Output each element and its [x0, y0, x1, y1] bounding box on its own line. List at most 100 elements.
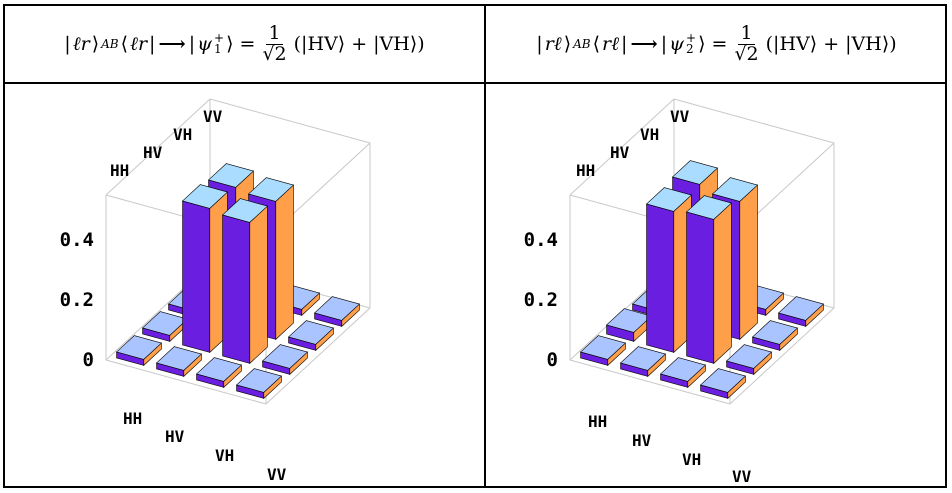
bar-top-face [287, 320, 335, 345]
back-axis-label: VH [640, 125, 659, 144]
psi-subscript: 2 [686, 42, 694, 56]
fraction-numerator: 1 [266, 21, 283, 45]
front-axis-label: VH [215, 446, 234, 465]
front-axis-label: VH [682, 450, 701, 469]
bar-VV-VH [659, 357, 707, 389]
fraction-denominator: √2 [734, 42, 759, 65]
psi-superscript: + [686, 31, 697, 46]
panel-1-header: | ℓr ⟩ AB ⟨ ℓr | ⟶ | ψ +1 ⟩ = 1 √2 (|HV⟩ + |VH⟩) [5, 6, 484, 82]
box-edge [569, 359, 731, 405]
bar-side-face [739, 184, 758, 341]
back-axis-label: HV [610, 143, 630, 162]
bar-top-face [685, 195, 733, 220]
density-matrix-chart-2: 0 0.2 0.4 HH HV VH VV HH HV VH VV [524, 98, 835, 486]
box-edge [729, 307, 835, 405]
box-edge [105, 98, 211, 196]
bar-side-face [275, 184, 294, 341]
bar-HH-VV [777, 296, 825, 328]
bar-VV-VV [699, 368, 747, 400]
bar-front-face [182, 200, 211, 353]
z-tick-label: 0.2 [524, 289, 558, 311]
bar-VV-VH [195, 357, 243, 389]
bra-label: rℓ [602, 32, 620, 55]
front-axis-label: VV [732, 467, 752, 486]
bar-VH-HV [645, 187, 693, 354]
state-sum: (|HV⟩ + |VH⟩) [765, 33, 897, 55]
back-axis-label: VH [173, 125, 192, 144]
bar-top-face [261, 344, 309, 369]
fraction-denominator: √2 [262, 42, 287, 65]
figure-table: | ℓr ⟩ AB ⟨ ℓr | ⟶ | ψ +1 ⟩ = 1 √2 (|HV⟩ + |VH⟩) | rℓ… [3, 4, 947, 488]
bar-VV-HV [155, 346, 203, 378]
bar-top-face [579, 335, 627, 360]
bar-top-face [207, 163, 255, 188]
z-tick-label: 0.4 [60, 229, 94, 251]
bar-VV-HH [579, 335, 627, 367]
bar-top-face [247, 177, 295, 202]
bar-top-face [195, 357, 243, 382]
bar-VH-VV [725, 344, 773, 376]
ket-subscript: AB [101, 37, 119, 51]
bar-VV-HH [115, 335, 163, 367]
state-sum: (|HV⟩ + |VH⟩) [293, 33, 425, 55]
bar-VH-VV [261, 344, 309, 376]
front-axis-label: HH [588, 412, 607, 431]
z-tick-label: 0 [547, 349, 558, 371]
box-edge [265, 307, 371, 405]
box-edge [105, 359, 267, 405]
psi-symbol: ψ [669, 33, 684, 55]
bar-front-face [222, 214, 251, 364]
front-axis-label: VV [267, 465, 287, 484]
psi-superscript: + [214, 31, 225, 46]
back-axis-label: HV [143, 143, 163, 162]
front-axis-label: HV [632, 431, 652, 450]
bar-VH-VH [685, 195, 733, 365]
bar-top-face [313, 296, 361, 321]
front-axis-label: HV [165, 427, 185, 446]
normalization-fraction: 1 √2 [732, 21, 760, 65]
bar-VH-HH [141, 311, 189, 343]
bars [115, 163, 361, 400]
normalization-fraction: 1 √2 [260, 21, 288, 65]
bar-VV-VV [235, 368, 283, 400]
row-divider [5, 82, 945, 84]
fraction-numerator: 1 [738, 21, 755, 45]
bar-top-face [141, 311, 189, 336]
bar-top-face [115, 335, 163, 360]
bar-top-face [619, 346, 667, 371]
ket-label: rℓ [544, 32, 562, 55]
bar-HV-VV [287, 320, 335, 352]
z-tick-label: 0 [83, 349, 94, 371]
psi-subscript: 1 [214, 42, 222, 56]
psi-symbol: ψ [197, 33, 212, 55]
bar-top-face [181, 184, 229, 209]
back-axis-label: VV [670, 107, 690, 126]
bra-label: ℓr [130, 32, 148, 55]
back-axis-label: VV [203, 107, 223, 126]
bar-VV-HV [619, 346, 667, 378]
back-axis-label: HH [110, 161, 129, 180]
z-tick-label: 0.4 [524, 229, 558, 251]
bar-top-face [725, 344, 773, 369]
bar-HH-VV [313, 296, 361, 328]
z-tick-label: 0.2 [60, 289, 94, 311]
bar-VH-VH [221, 198, 269, 365]
bar-front-face [646, 203, 675, 353]
panel-1-formula: | ℓr ⟩ AB ⟨ ℓr | ⟶ | ψ +1 ⟩ = 1 √2 (|HV⟩ + |VH⟩) [64, 21, 425, 65]
bar-top-face [777, 296, 825, 321]
front-axis-label: HH [123, 409, 142, 428]
box-edge [673, 98, 835, 144]
bar-top-face [751, 320, 799, 345]
bar-top-face [155, 346, 203, 371]
bar-top-face [235, 368, 283, 393]
arrow-icon: ⟶ [630, 33, 658, 55]
bar-side-face [713, 202, 732, 365]
bar-top-face [645, 187, 693, 212]
panel-2-formula: | rℓ ⟩ AB ⟨ rℓ | ⟶ | ψ +2 ⟩ = 1 √2 (|HV⟩ + |VH⟩) [536, 21, 897, 65]
density-matrix-chart-1: 0 0.2 0.4 HH HV VH VV HH HV VH VV [60, 98, 371, 484]
panel-2-header: | rℓ ⟩ AB ⟨ rℓ | ⟶ | ψ +2 ⟩ = 1 √2 (|HV⟩ + |VH⟩) [486, 6, 947, 82]
box-edge [209, 98, 371, 144]
bar-HV-VV [751, 320, 799, 352]
ket-subscript: AB [573, 37, 591, 51]
bar-front-face [686, 211, 715, 364]
